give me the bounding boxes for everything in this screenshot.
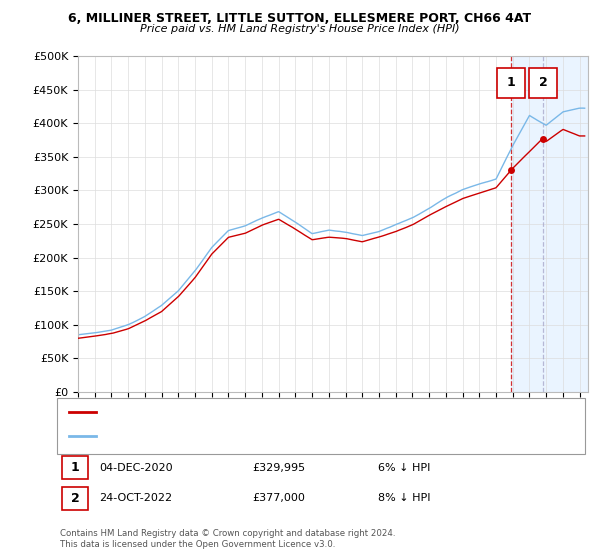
Text: Contains HM Land Registry data © Crown copyright and database right 2024.: Contains HM Land Registry data © Crown c… (60, 529, 395, 538)
Text: 04-DEC-2020: 04-DEC-2020 (99, 463, 173, 473)
Text: 1: 1 (71, 461, 79, 474)
Text: This data is licensed under the Open Government Licence v3.0.: This data is licensed under the Open Gov… (60, 540, 335, 549)
Text: 6% ↓ HPI: 6% ↓ HPI (378, 463, 430, 473)
FancyBboxPatch shape (497, 68, 526, 98)
Text: Price paid vs. HM Land Registry's House Price Index (HPI): Price paid vs. HM Land Registry's House … (140, 24, 460, 34)
Text: £377,000: £377,000 (252, 493, 305, 503)
Bar (511, 56, 588, 392)
FancyBboxPatch shape (529, 68, 557, 98)
Text: 2: 2 (71, 492, 79, 505)
Text: 8% ↓ HPI: 8% ↓ HPI (378, 493, 431, 503)
Text: 24-OCT-2022: 24-OCT-2022 (99, 493, 172, 503)
Text: 6, MILLINER STREET, LITTLE SUTTON, ELLESMERE PORT, CH66 4AT (detached house): 6, MILLINER STREET, LITTLE SUTTON, ELLES… (102, 407, 516, 417)
Text: 6, MILLINER STREET, LITTLE SUTTON, ELLESMERE PORT, CH66 4AT: 6, MILLINER STREET, LITTLE SUTTON, ELLES… (68, 12, 532, 25)
Text: 2: 2 (539, 76, 547, 90)
Text: HPI: Average price, detached house, Cheshire West and Chester: HPI: Average price, detached house, Ches… (102, 431, 415, 441)
Text: 1: 1 (507, 76, 516, 90)
Text: £329,995: £329,995 (252, 463, 305, 473)
